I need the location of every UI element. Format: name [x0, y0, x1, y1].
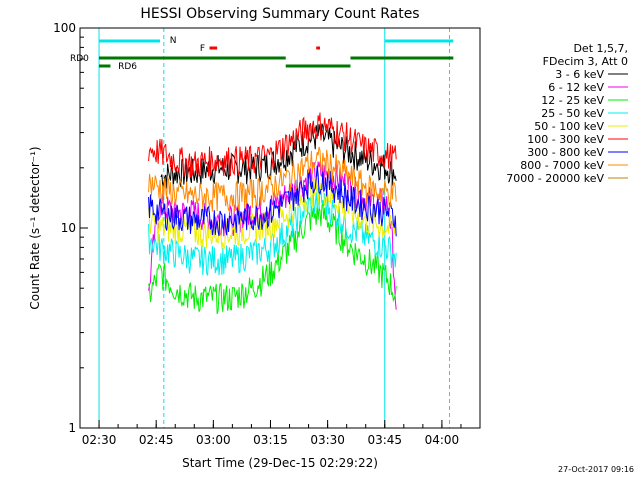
rate-bar-label-rd6: RD6 [118, 62, 137, 72]
x-tick-label: 03:30 [310, 433, 345, 447]
legend-entry-label: 7000 - 20000 keV [506, 172, 604, 185]
series-line [148, 165, 397, 237]
series-line [148, 112, 397, 178]
legend-entry-label: 50 - 100 keV [534, 120, 604, 133]
legend-entry-label: 3 - 6 keV [555, 68, 604, 81]
y-tick-label: 100 [53, 21, 76, 35]
legend-entry-label: 25 - 50 keV [541, 107, 604, 120]
x-tick-label: 03:15 [253, 433, 288, 447]
legend-header-line-2: FDecim 3, Att 0 [543, 55, 628, 68]
chart-title: HESSI Observing Summary Count Rates [140, 6, 419, 22]
series-line [148, 202, 397, 315]
legend-entry-label: 6 - 12 keV [548, 81, 604, 94]
legend-entry-label: 12 - 25 keV [541, 94, 604, 107]
x-tick-label: 02:30 [82, 433, 117, 447]
x-tick-label: 03:00 [196, 433, 231, 447]
x-axis-label: Start Time (29-Dec-15 02:29:22) [182, 456, 378, 470]
y-tick-label: 10 [61, 221, 76, 235]
y-axis-label: Count Rate (s⁻¹ detector⁻¹) [28, 146, 42, 309]
night-bar-label: N [170, 36, 177, 46]
flare-bar-label: F [200, 44, 205, 54]
series-line [148, 146, 397, 212]
y-tick-label: 1 [68, 421, 76, 435]
x-tick-label: 03:45 [367, 433, 402, 447]
series-line [160, 123, 397, 189]
timestamp: 27-Oct-2017 09:16 [558, 465, 634, 474]
legend-entry-label: 100 - 300 keV [527, 133, 604, 146]
x-tick-label: 02:45 [139, 433, 174, 447]
axis-ticks: 02:30 02:45 03:00 03:15 03:30 03:45 04:00 1 10 10… [53, 21, 481, 447]
x-tick-label: 04:00 [425, 433, 460, 447]
legend-entry-label: 800 - 7000 keV [520, 159, 604, 172]
legend-entry-label: 300 - 800 keV [527, 146, 604, 159]
legend-header-line-1: Det 1,5,7, [573, 42, 628, 55]
